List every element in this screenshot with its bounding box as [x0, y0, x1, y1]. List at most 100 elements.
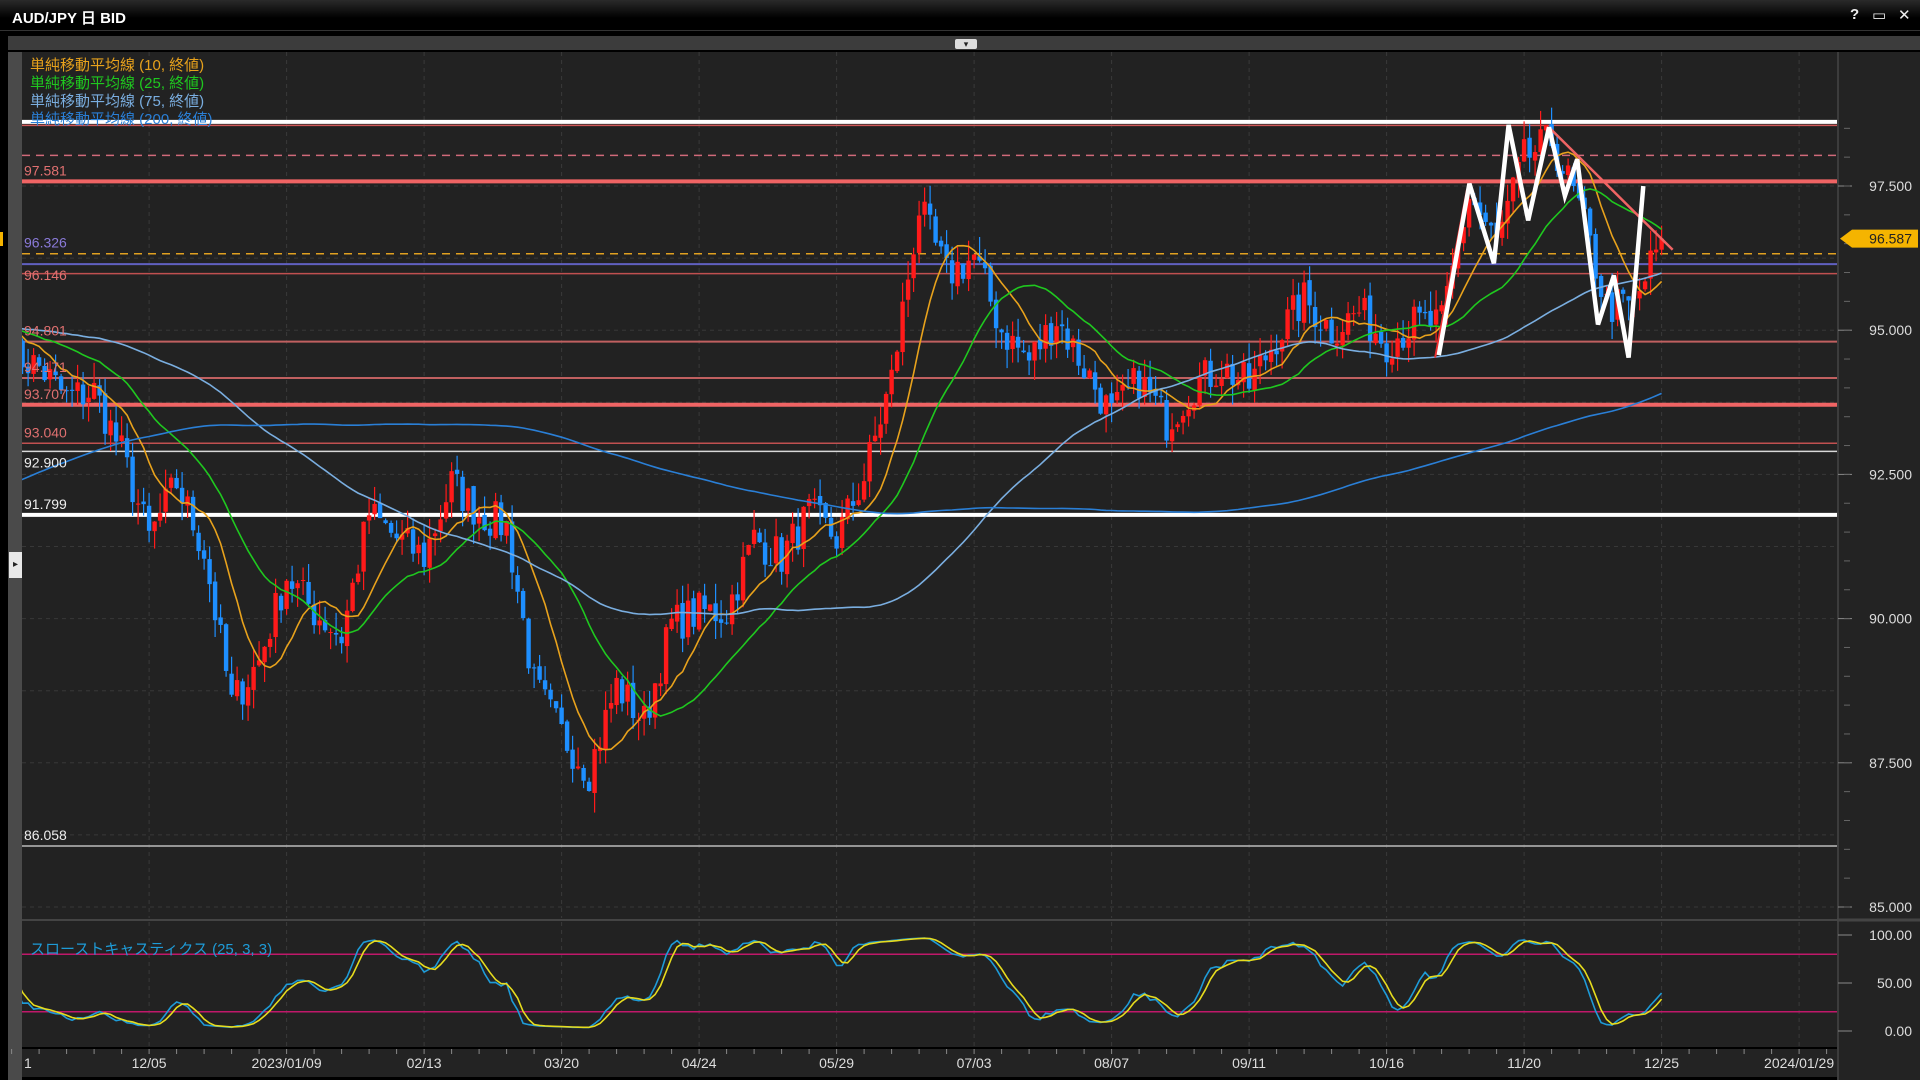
- candle: [542, 666, 548, 696]
- horizontal-line-label: 93.040: [24, 424, 67, 440]
- date-tick-label: 2024/01/29: [1764, 1055, 1834, 1071]
- candle-body: [399, 534, 405, 540]
- trend-line[interactable]: [1548, 126, 1674, 251]
- candle-body: [465, 488, 471, 511]
- candle: [317, 600, 322, 635]
- candle-body: [1301, 282, 1307, 323]
- candle-body: [1054, 326, 1059, 344]
- candle: [190, 490, 196, 537]
- candle: [174, 469, 179, 490]
- candle: [685, 583, 691, 646]
- sma-200-line: [22, 392, 1662, 515]
- candle-body: [1186, 409, 1191, 417]
- candle-body: [1043, 325, 1048, 349]
- candle: [779, 533, 784, 585]
- candle-body: [790, 523, 795, 544]
- zigzag-drawing[interactable]: [1436, 124, 1646, 358]
- candle: [1323, 319, 1329, 332]
- collapse-toolbar-button[interactable]: ▾: [955, 39, 977, 49]
- candle-body: [1114, 391, 1120, 401]
- candle-body: [256, 660, 262, 666]
- candle-body: [1268, 349, 1274, 362]
- candle: [498, 494, 504, 542]
- candle-body: [487, 528, 493, 536]
- candle: [1285, 297, 1290, 346]
- candle-body: [1356, 312, 1362, 314]
- candle-body: [1378, 331, 1384, 344]
- candle-body: [1340, 331, 1345, 346]
- date-axis: [22, 1049, 1837, 1077]
- candle: [201, 540, 207, 570]
- candle: [1626, 296, 1631, 321]
- candle: [207, 546, 212, 603]
- candle-body: [619, 679, 625, 704]
- candle: [581, 764, 586, 789]
- candle-body: [1428, 310, 1433, 327]
- candle: [273, 578, 278, 653]
- price-tick-label: 85.000: [1869, 899, 1912, 915]
- close-icon[interactable]: ✕: [1898, 7, 1911, 24]
- candle-body: [284, 580, 289, 609]
- candle-body: [31, 355, 36, 374]
- sma-25-line: [22, 188, 1663, 717]
- candle: [883, 391, 889, 434]
- side-panel-toggle-button[interactable]: ▸: [9, 552, 22, 578]
- candle: [1059, 310, 1065, 344]
- candle-body: [42, 365, 47, 381]
- candle-body: [1103, 395, 1109, 415]
- candle-body: [1147, 376, 1153, 393]
- legend-item: 単純移動平均線 (200, 終値): [30, 111, 213, 128]
- candle-body: [53, 371, 58, 376]
- candle: [399, 520, 405, 555]
- candle-body: [1334, 343, 1340, 346]
- candle: [702, 583, 707, 623]
- candle-body: [1092, 372, 1098, 390]
- candle: [454, 455, 460, 487]
- candle-body: [405, 528, 410, 534]
- candle: [900, 282, 905, 366]
- candle: [1180, 410, 1186, 435]
- candle-body: [729, 594, 735, 625]
- stochastic-k-line: [22, 937, 1663, 1029]
- candle-body: [718, 619, 724, 623]
- candle: [966, 240, 971, 292]
- candle: [773, 518, 779, 573]
- candle-body: [1202, 360, 1208, 376]
- candle: [427, 518, 432, 583]
- candle-body: [1659, 238, 1664, 250]
- candle-body: [801, 506, 806, 550]
- horizontal-line-label: 86.058: [24, 827, 67, 843]
- candle: [1230, 354, 1235, 405]
- candle: [526, 617, 531, 674]
- candle: [856, 483, 861, 507]
- help-icon[interactable]: ?: [1850, 6, 1860, 23]
- candle-body: [163, 488, 168, 512]
- candle: [163, 469, 168, 524]
- candle-body: [581, 767, 586, 781]
- candle: [1219, 360, 1224, 396]
- candle: [1142, 359, 1147, 405]
- candle-body: [1648, 250, 1653, 279]
- candle: [724, 610, 729, 625]
- candle-body: [608, 703, 614, 709]
- candle-body: [1367, 295, 1373, 342]
- candle-body: [333, 632, 339, 635]
- candle-body: [1400, 337, 1406, 348]
- candle: [240, 678, 245, 720]
- candle: [1015, 318, 1021, 363]
- candle-body: [548, 689, 553, 700]
- maximize-icon[interactable]: ▭: [1872, 7, 1887, 24]
- candle: [185, 490, 190, 518]
- candle: [619, 676, 625, 712]
- candle-body: [559, 707, 564, 724]
- candle: [1092, 360, 1098, 404]
- candle-body: [234, 680, 240, 697]
- candle-body: [1373, 333, 1378, 344]
- candle-body: [102, 393, 108, 434]
- candle: [520, 588, 526, 621]
- candle-body: [1488, 222, 1494, 226]
- candle-body: [1477, 202, 1483, 216]
- candle: [47, 361, 53, 389]
- candle: [1417, 301, 1422, 326]
